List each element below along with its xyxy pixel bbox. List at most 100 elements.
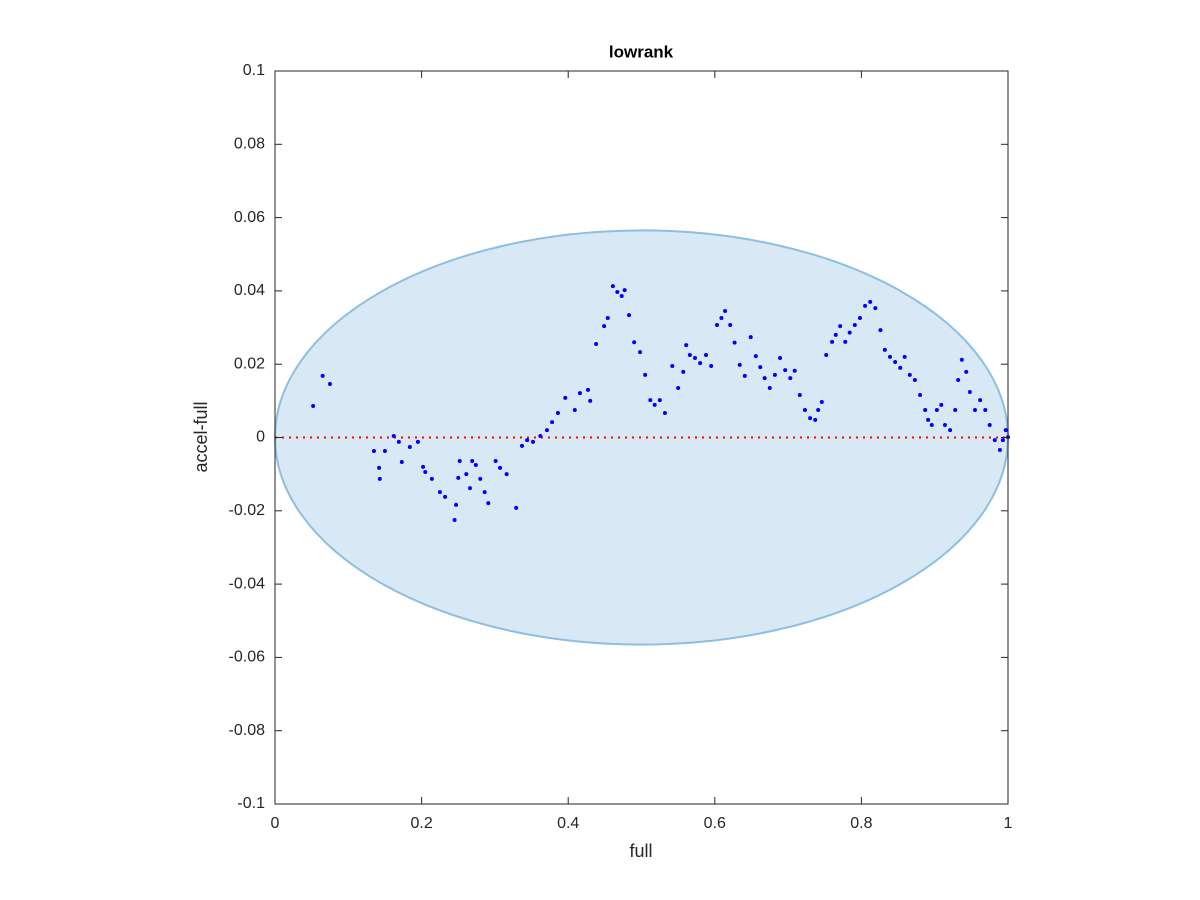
scatter-point bbox=[953, 408, 958, 413]
scatter-point bbox=[939, 402, 944, 407]
scatter-point bbox=[652, 402, 657, 407]
scatter-point bbox=[852, 322, 857, 327]
scatter-point bbox=[577, 391, 582, 396]
scatter-point bbox=[602, 324, 607, 329]
scatter-point bbox=[830, 339, 835, 344]
scatter-point bbox=[443, 494, 448, 499]
scatter-point bbox=[824, 353, 829, 358]
y-tick-label: -0.06 bbox=[229, 649, 266, 666]
scatter-point bbox=[632, 340, 637, 345]
scatter-point bbox=[619, 294, 624, 299]
scatter-point bbox=[693, 355, 698, 360]
scatter-point bbox=[391, 434, 396, 439]
scatter-point bbox=[843, 339, 848, 344]
scatter-point bbox=[544, 428, 549, 433]
y-tick-label: 0.08 bbox=[234, 136, 265, 153]
scatter-point bbox=[783, 368, 788, 373]
scatter-point bbox=[863, 303, 868, 308]
scatter-point bbox=[638, 350, 643, 355]
scatter-point bbox=[847, 330, 852, 335]
scatter-point bbox=[550, 420, 555, 425]
scatter-point bbox=[563, 395, 568, 400]
scatter-point bbox=[377, 476, 382, 481]
scatter-point bbox=[437, 490, 442, 495]
x-tick-label: 0.6 bbox=[704, 815, 726, 832]
scatter-point bbox=[987, 423, 992, 428]
scatter-point bbox=[520, 443, 525, 448]
scatter-point bbox=[753, 354, 758, 359]
scatter-point bbox=[514, 505, 519, 510]
scatter-point bbox=[657, 398, 662, 403]
scatter-point bbox=[371, 449, 376, 454]
y-tick-label: -0.08 bbox=[229, 722, 266, 739]
x-tick-label: 1 bbox=[1004, 815, 1013, 832]
scatter-point bbox=[918, 392, 923, 397]
scatter-point bbox=[802, 408, 807, 413]
scatter-point bbox=[486, 501, 491, 506]
scatter-point bbox=[767, 386, 772, 391]
scatter-point bbox=[772, 372, 777, 377]
scatter-point bbox=[396, 439, 401, 444]
scatter-point bbox=[482, 490, 487, 495]
scatter-point bbox=[377, 465, 382, 470]
scatter-point bbox=[467, 486, 472, 491]
y-tick-label: -0.04 bbox=[229, 575, 266, 592]
scatter-point bbox=[478, 476, 483, 481]
scatter-point bbox=[504, 472, 509, 477]
scatter-point bbox=[684, 343, 689, 348]
scatter-point bbox=[643, 372, 648, 377]
x-tick-label: 0 bbox=[271, 815, 280, 832]
scatter-point bbox=[648, 398, 653, 403]
scatter-point bbox=[555, 410, 560, 415]
y-tick-label: -0.1 bbox=[237, 795, 265, 812]
scatter-point bbox=[948, 428, 953, 433]
scatter-point bbox=[687, 353, 692, 358]
scatter-point bbox=[857, 316, 862, 321]
scatter-point bbox=[934, 408, 939, 413]
scatter-point bbox=[819, 399, 824, 404]
x-tick-label: 0.8 bbox=[850, 815, 872, 832]
scatter-point bbox=[873, 306, 878, 311]
scatter-point bbox=[464, 472, 469, 477]
scatter-point bbox=[473, 462, 478, 467]
scatter-point bbox=[610, 284, 615, 289]
scatter-point bbox=[709, 364, 714, 369]
scatter-point bbox=[704, 353, 709, 358]
x-tick-label: 0.4 bbox=[557, 815, 579, 832]
scatter-point bbox=[498, 465, 503, 470]
scatter-point bbox=[997, 447, 1002, 452]
y-tick-label: -0.02 bbox=[229, 502, 266, 519]
scatter-point bbox=[429, 476, 434, 481]
scatter-point bbox=[978, 398, 983, 403]
y-axis-label: accel-full bbox=[191, 401, 211, 472]
scatter-point bbox=[912, 377, 917, 382]
scatter-point bbox=[942, 423, 947, 428]
y-tick-label: 0.06 bbox=[234, 209, 265, 226]
scatter-point bbox=[382, 449, 387, 454]
scatter-point bbox=[838, 324, 843, 329]
scatter-point bbox=[594, 342, 599, 347]
scatter-point bbox=[992, 438, 997, 443]
scatter-point bbox=[956, 377, 961, 382]
x-tick-label: 0.2 bbox=[410, 815, 432, 832]
scatter-point bbox=[320, 373, 325, 378]
scatter-point bbox=[327, 381, 332, 386]
scatter-point bbox=[452, 517, 457, 522]
scatter-point bbox=[407, 445, 412, 450]
scatter-point bbox=[421, 464, 426, 469]
y-tick-label: 0.1 bbox=[243, 62, 265, 79]
scatter-point bbox=[882, 347, 887, 352]
scatter-point bbox=[538, 434, 543, 439]
scatter-point bbox=[493, 458, 498, 463]
scatter-point bbox=[399, 460, 404, 465]
scatter-point bbox=[454, 502, 459, 507]
scatter-point bbox=[833, 332, 838, 337]
scatter-point bbox=[973, 408, 978, 413]
scatter-point bbox=[615, 289, 620, 294]
scatter-point bbox=[758, 365, 763, 370]
scatter-point bbox=[788, 376, 793, 381]
scatter-point bbox=[959, 357, 964, 362]
scatter-point bbox=[670, 364, 675, 369]
scatter-point bbox=[778, 355, 783, 360]
